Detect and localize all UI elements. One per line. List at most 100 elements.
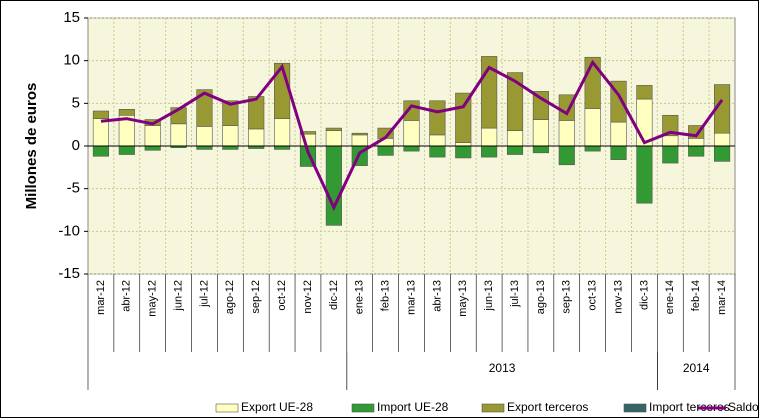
x-tick-label: ene-14: [664, 280, 676, 314]
bar: [713, 132, 731, 147]
x-tick-label: may-12: [147, 280, 159, 317]
y-tick-label: 0: [72, 137, 80, 154]
bar: [144, 125, 161, 147]
x-tick-label: dic-12: [328, 280, 340, 310]
x-tick-label: abr-12: [121, 280, 133, 312]
bar: [377, 145, 394, 156]
bar: [403, 120, 420, 147]
bar: [455, 145, 472, 159]
legend-label: Export terceros: [507, 400, 588, 414]
x-tick-label: jul-13: [509, 280, 521, 308]
bar: [429, 145, 446, 158]
bar: [455, 142, 472, 147]
x-tick-label: jun-12: [172, 280, 184, 312]
bar: [662, 135, 679, 147]
group-label: 2014: [683, 361, 710, 375]
bar: [222, 125, 239, 147]
bar: [248, 128, 265, 147]
bar: [662, 145, 679, 164]
bar: [118, 109, 135, 116]
bar: [506, 72, 524, 131]
bar: [429, 100, 446, 136]
x-tick-label: oct-13: [587, 280, 599, 311]
group-label: 2013: [489, 361, 516, 375]
x-tick-label: feb-14: [690, 280, 702, 311]
x-tick-label: jul-12: [198, 280, 210, 308]
x-tick-label: ago-13: [535, 280, 547, 314]
bar: [196, 145, 213, 150]
x-tick-label: ene-13: [354, 280, 366, 314]
bar: [144, 145, 161, 151]
bar: [325, 127, 342, 131]
bar: [636, 85, 653, 100]
bar: [506, 145, 524, 155]
bar: [481, 145, 498, 158]
bar: [92, 110, 110, 119]
bar: [558, 94, 575, 121]
x-tick-label: jun-13: [483, 280, 495, 312]
x-tick-label: nov-13: [612, 280, 624, 314]
bar: [584, 145, 601, 152]
x-tick-label: sep-12: [250, 280, 262, 314]
bar: [636, 145, 653, 204]
bar: [92, 118, 110, 147]
x-tick-label: ago-12: [224, 280, 236, 314]
x-tick-label: dic-13: [638, 280, 650, 310]
bar: [532, 119, 549, 147]
x-tick-label: abr-13: [431, 280, 443, 312]
y-axis-label: Millones de euros: [23, 83, 40, 210]
y-tick-label: 15: [63, 9, 80, 26]
x-tick-label: mar-13: [405, 280, 417, 315]
legend-label: Saldo: [728, 400, 759, 414]
bar: [248, 96, 265, 130]
y-tick-label: 5: [72, 94, 80, 111]
bar: [506, 130, 524, 147]
bar: [222, 100, 239, 126]
bar: [118, 145, 135, 155]
bar: [222, 145, 239, 150]
bar: [455, 92, 472, 143]
bar: [170, 123, 187, 147]
bar: [351, 134, 368, 147]
bar: [558, 145, 575, 166]
legend-label: Import UE-28: [377, 400, 449, 414]
line: [100, 59, 724, 211]
bar: [274, 118, 291, 147]
x-tick-label: sep-13: [561, 280, 573, 314]
bar: [532, 91, 549, 120]
bar: [610, 121, 627, 147]
bar: [532, 145, 549, 154]
legend-swatch: [351, 403, 375, 413]
bar: [92, 145, 110, 157]
bar: [662, 114, 679, 137]
legend-swatch: [481, 403, 505, 413]
bar: [481, 127, 498, 147]
bar: [325, 130, 342, 147]
bar: [196, 126, 213, 147]
x-tick-label: oct-12: [276, 280, 288, 311]
y-tick-label: -15: [58, 265, 80, 282]
y-tick-label: -5: [67, 180, 80, 197]
legend-swatch: [623, 403, 647, 413]
bar: [429, 134, 446, 147]
bar: [713, 145, 731, 162]
bar: [325, 145, 342, 226]
y-tick-label: 10: [63, 52, 80, 69]
bar: [403, 145, 420, 152]
legend-swatch: [215, 403, 239, 413]
bar: [558, 120, 575, 147]
x-tick-label: mar-12: [95, 280, 107, 315]
bar: [688, 138, 705, 147]
x-tick-label: may-13: [457, 280, 469, 317]
legend-label: Export UE-28: [241, 400, 313, 414]
x-tick-label: feb-13: [380, 280, 392, 311]
bar: [274, 145, 291, 150]
bar: [196, 89, 213, 127]
bar: [688, 145, 705, 157]
bar: [299, 131, 317, 135]
y-tick-label: -10: [58, 222, 80, 239]
legend-label: Import terceros: [649, 400, 730, 414]
x-tick-label: mar-14: [716, 280, 728, 315]
bar: [351, 132, 368, 136]
